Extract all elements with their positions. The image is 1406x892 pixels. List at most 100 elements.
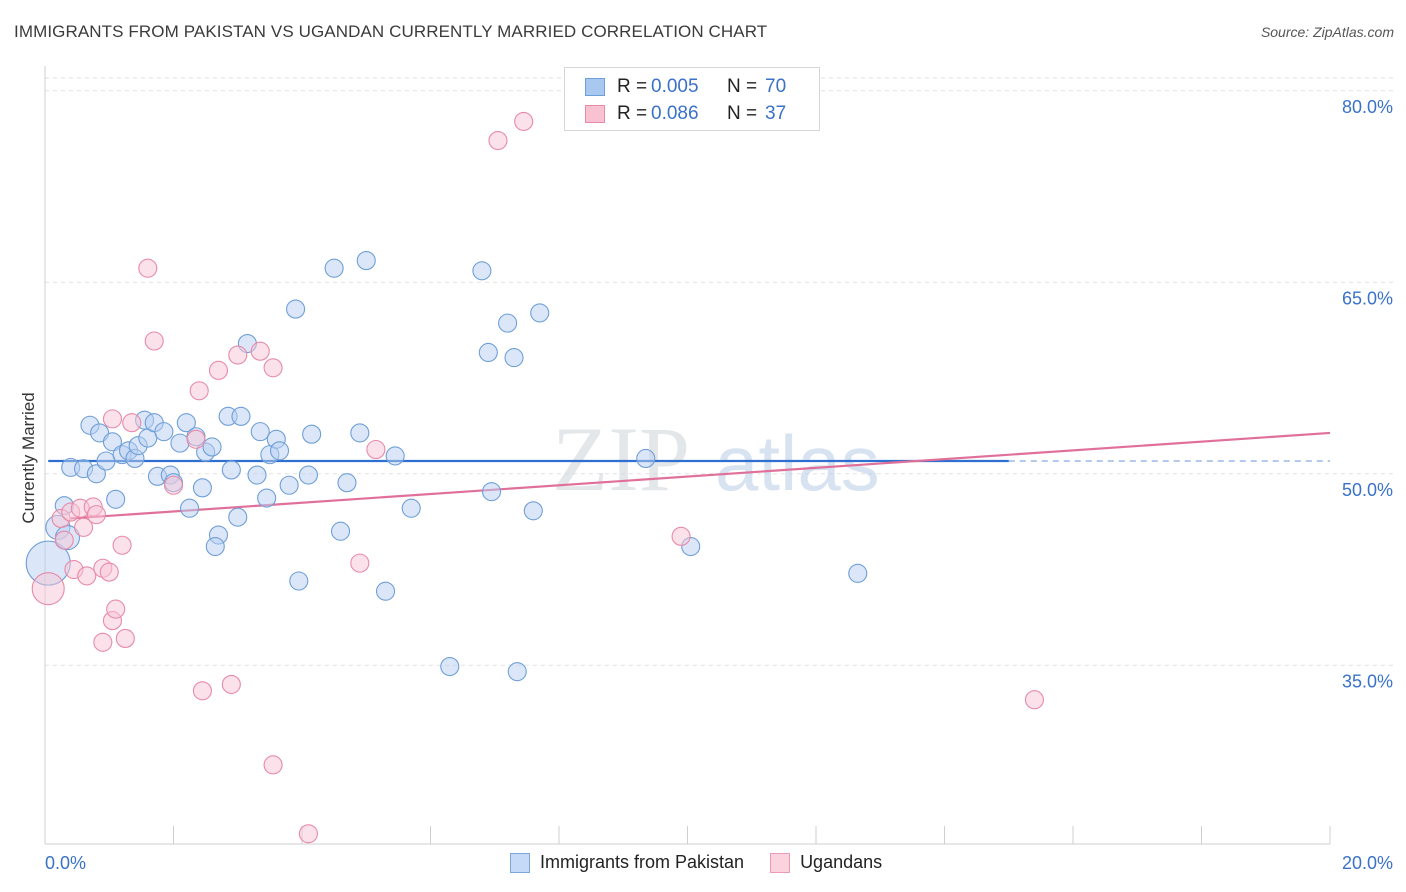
pakistan-point (86, 464, 106, 484)
pakistan-point (289, 571, 309, 591)
data-points (25, 111, 1044, 844)
legend-item-ugandan[interactable]: Ugandans (770, 852, 882, 873)
legend-n-value: 37 (765, 103, 787, 124)
y-tick-label: 50.0% (1342, 480, 1393, 500)
ugandan-point (99, 562, 119, 582)
pakistan-point (472, 261, 492, 281)
legend-label-pakistan: Immigrants from Pakistan (540, 852, 745, 872)
ugandan-point (31, 572, 65, 606)
pakistan-point (202, 437, 222, 457)
legend-swatch-pakistan (585, 78, 605, 96)
pakistan-point (523, 501, 543, 521)
watermark-zip: ZIP (552, 408, 690, 510)
pakistan-point (257, 488, 277, 508)
pakistan-point (385, 446, 405, 466)
pakistan-point (231, 406, 251, 426)
pakistan-point (504, 348, 524, 368)
x-tick-label: 20.0% (1342, 853, 1393, 873)
pakistan-point (478, 342, 498, 363)
ugandan-point (671, 526, 691, 546)
legend-item-pakistan[interactable]: Immigrants from Pakistan (510, 852, 744, 873)
ugandan-point (488, 131, 508, 151)
ugandan-point (122, 413, 142, 433)
ugandan-point (102, 409, 123, 429)
pakistan-point (324, 258, 344, 278)
x-tick-label: 0.0% (45, 853, 86, 873)
pakistan-point (180, 498, 200, 518)
correlation-legend: R = 0.005 N = 70 R = 0.086 N = 37 (564, 67, 820, 131)
chart-title: IMMIGRANTS FROM PAKISTAN VS UGANDAN CURR… (14, 22, 768, 41)
pakistan-point (279, 475, 299, 495)
y-axis-label: Currently Married (19, 392, 38, 523)
pakistan-point (154, 422, 174, 442)
ugandan-trend-line (70, 431, 1331, 520)
ugandan-point (138, 258, 158, 278)
ugandan-point (112, 535, 132, 555)
legend-r-label: R = (617, 103, 648, 124)
pakistan-point (228, 507, 248, 527)
ugandan-point (1024, 690, 1044, 710)
ugandan-point (74, 517, 94, 537)
watermark-atlas: atlas (715, 419, 880, 507)
pakistan-point (636, 448, 656, 468)
pakistan-point (848, 563, 868, 583)
ugandan-point (86, 505, 106, 525)
ugandan-point (163, 475, 184, 495)
legend-n-label: N = (727, 76, 758, 97)
legend-label-ugandan: Ugandans (800, 852, 883, 872)
legend-r-value: 0.005 (651, 76, 699, 97)
pakistan-point (507, 662, 527, 682)
legend-row-pakistan: R = 0.005 N = 70 (585, 74, 786, 100)
y-tick-label: 35.0% (1342, 671, 1393, 691)
legend-row-ugandan: R = 0.086 N = 37 (585, 101, 786, 127)
ugandan-point (228, 345, 248, 365)
pakistan-point (286, 299, 306, 319)
pakistan-point (170, 433, 190, 453)
y-tick-label: 65.0% (1342, 288, 1393, 308)
ugandan-point (366, 439, 386, 460)
legend-swatch-ugandan (585, 105, 605, 123)
pakistan-point (205, 536, 225, 557)
legend-swatch-ugandan (770, 852, 791, 873)
ugandan-point (186, 429, 206, 449)
ugandan-point (115, 628, 135, 649)
legend-r-label: R = (617, 76, 648, 97)
ugandan-point (77, 566, 97, 586)
y-tick-label: 80.0% (1342, 97, 1393, 117)
pakistan-point (269, 441, 290, 461)
ugandan-point (54, 530, 74, 550)
ugandan-point (93, 632, 113, 652)
pakistan-point (375, 581, 396, 601)
pakistan-point (96, 451, 116, 471)
axis-labels: 35.0% 50.0% 65.0% 80.0% 0.0% 20.0% Currently M… (19, 97, 1393, 873)
ugandan-point (263, 358, 283, 378)
pakistan-point (102, 432, 123, 452)
legend-n-label: N = (727, 103, 758, 124)
pakistan-point (401, 498, 421, 518)
chart-source: Source: ZipAtlas.com (1260, 24, 1394, 40)
ugandan-point (263, 755, 283, 775)
series-legend: Immigrants from Pakistan Ugandans (510, 852, 908, 873)
ugandan-point (208, 360, 229, 380)
ugandan-point (192, 681, 212, 701)
pakistan-point (250, 422, 270, 442)
pakistan-point (498, 313, 518, 333)
legend-swatch-pakistan (510, 852, 530, 873)
pakistan-point (106, 489, 126, 509)
ugandan-point (298, 824, 318, 844)
ugandan-point (189, 381, 209, 401)
ugandan-point (106, 599, 126, 619)
ugandan-point (221, 674, 241, 694)
legend-n-value: 70 (765, 76, 787, 97)
pakistan-point (192, 478, 212, 498)
pakistan-point (330, 521, 351, 541)
ugandan-point (350, 553, 370, 573)
pakistan-point (530, 303, 550, 323)
pakistan-point (481, 482, 502, 502)
ugandan-point (514, 111, 534, 131)
pakistan-point (247, 465, 267, 485)
gridlines (45, 77, 1395, 666)
pakistan-point (356, 251, 376, 271)
pakistan-point (337, 473, 357, 493)
